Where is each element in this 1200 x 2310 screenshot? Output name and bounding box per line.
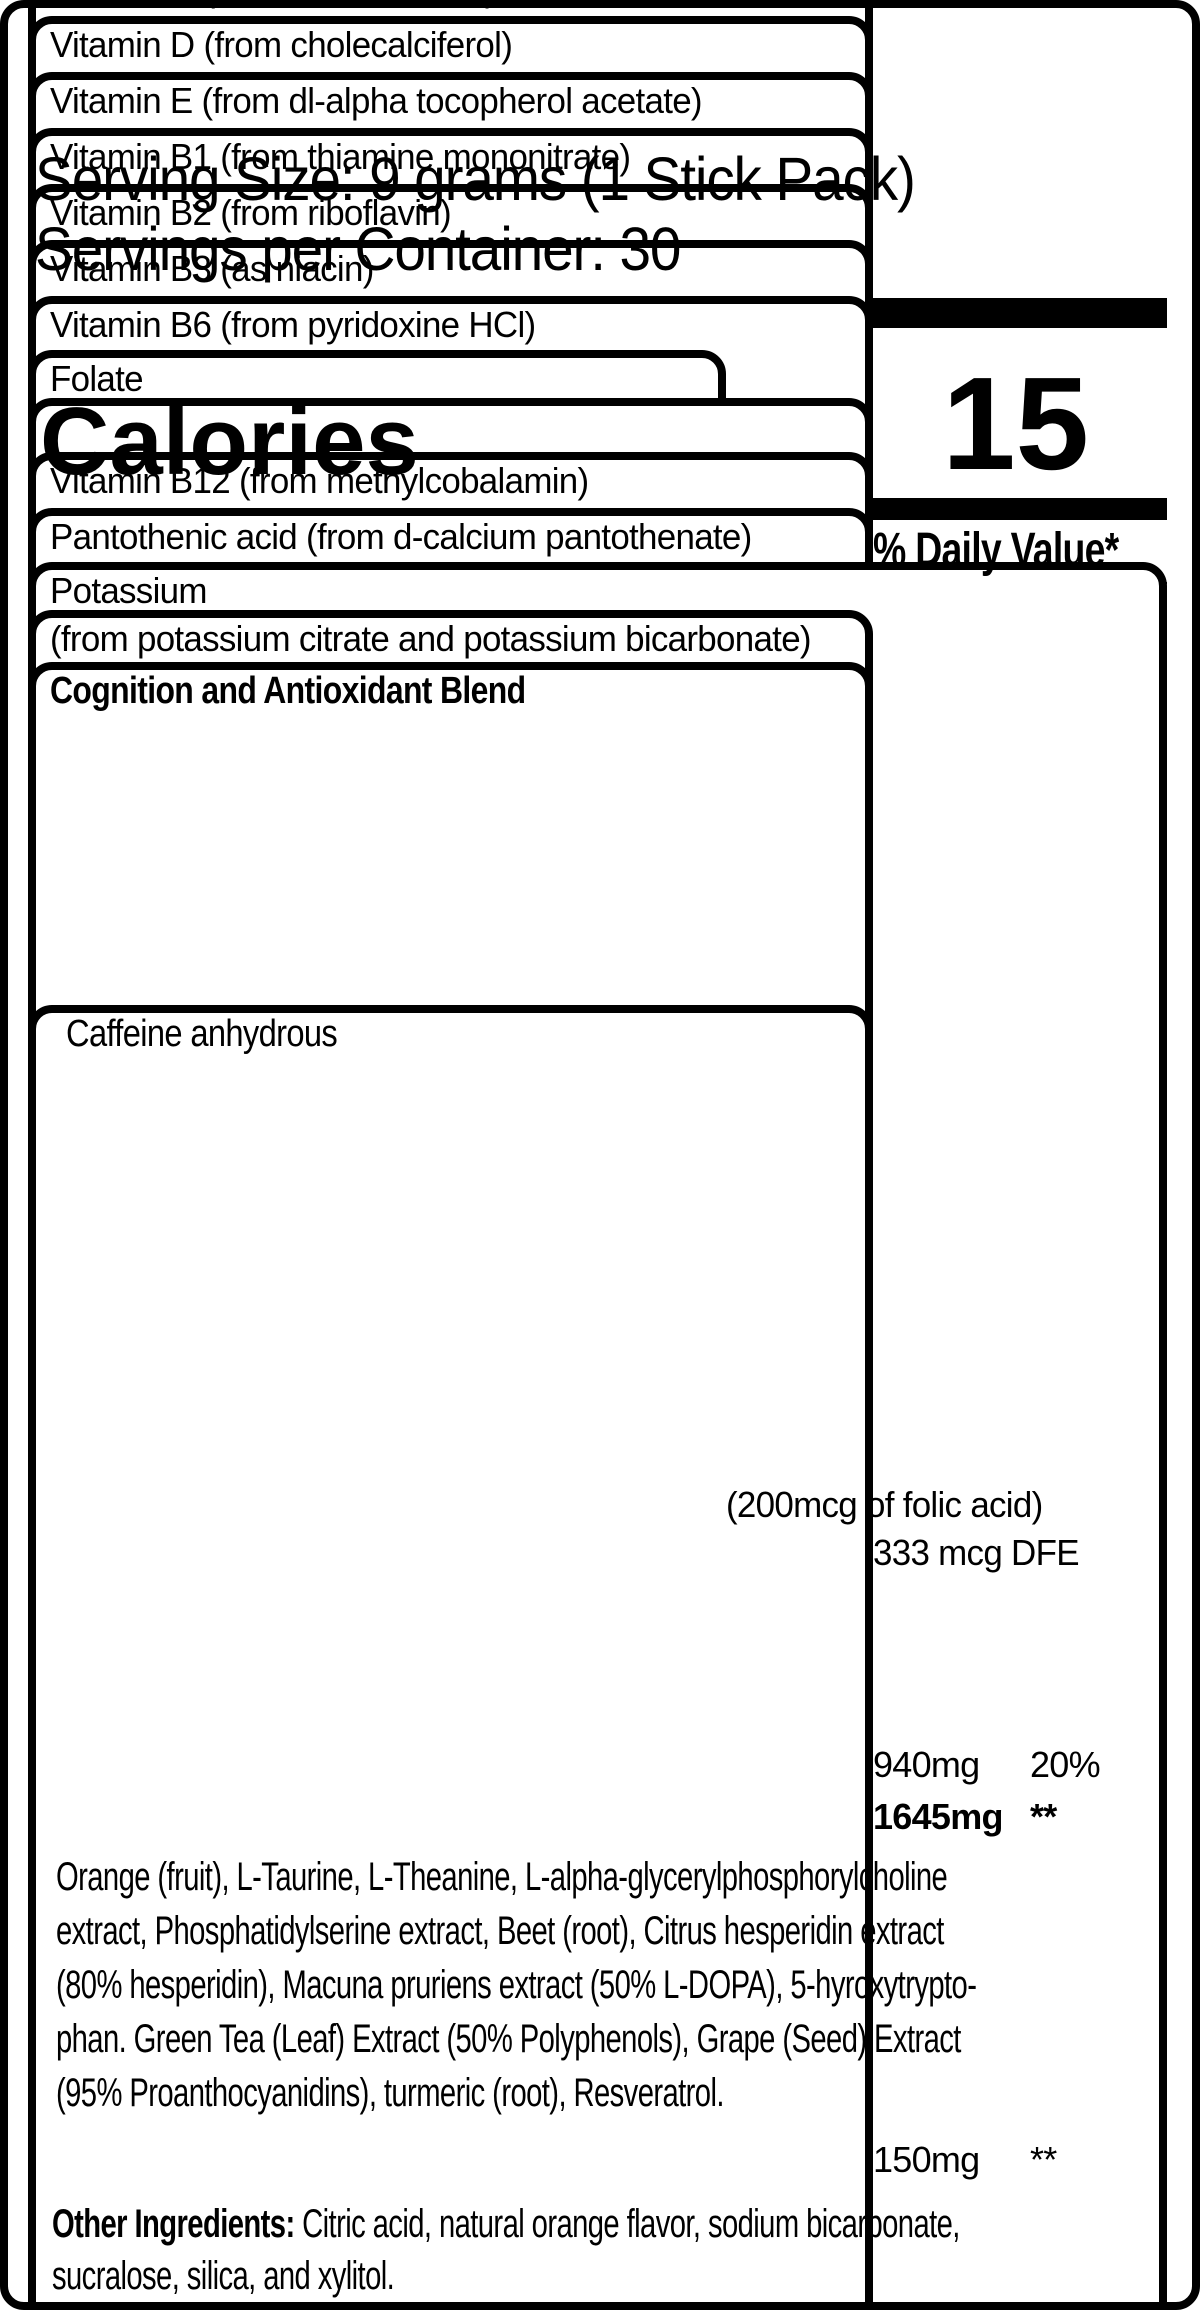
daily-value-header: % Daily Value* — [873, 524, 1119, 577]
nutrient-percent: 20% — [1030, 1744, 1101, 1785]
calories-row: Calories 15 — [40, 358, 1167, 490]
other-ingredients-line-1: Other Ingredients: Citric acid, natural … — [52, 2198, 1167, 2250]
serving-size: Serving Size: 9 grams (1 Stick Pack) — [35, 145, 916, 213]
label-content: Nutrition Facts Serving Size: 9 grams (1… — [8, 8, 1192, 2302]
folate-note: (200mcg of folic acid) — [725, 1484, 1043, 1525]
nutrient-label: Caffeine anhydrous — [28, 1005, 873, 2302]
blend-description-line: (95% Proanthocyanidins), turmeric (root)… — [56, 2071, 724, 2115]
calories-value: 15 — [942, 350, 1089, 497]
servings-per-container: Servings per Container: 30 — [35, 215, 681, 283]
nutrient-amount: 333 mcg DFE — [873, 1532, 1080, 1573]
caffeine-row: Caffeine anhydrous 150mg ** — [28, 1005, 1167, 2302]
blend-description-line: Orange (fruit), L-Taurine, L-Theanine, L… — [56, 1855, 948, 1899]
nutrient-amount: 940mg — [873, 1744, 980, 1785]
calories-label: Calories — [40, 388, 419, 495]
blend-description-line: (80% hesperidin), Macuna pruriens extrac… — [56, 1963, 977, 2007]
other-ingredients-line-2: sucralose, silica, and xylitol. — [52, 2254, 395, 2298]
other-ingredients-heading: Other Ingredients: — [52, 2202, 295, 2246]
nutrient-amount: 150mg — [873, 2139, 980, 2180]
blend-description-line: extract, Phosphatidylserine extract, Bee… — [56, 1909, 944, 1953]
nutrient-percent: ** — [1030, 2139, 1057, 2180]
other-ingredients: Other Ingredients: Citric acid, natural … — [28, 2190, 1167, 2302]
blend-description-line: phan. Green Tea (Leaf) Extract (50% Poly… — [56, 2017, 961, 2061]
blend-description: Orange (fruit), L-Taurine, L-Theanine, L… — [28, 1844, 1167, 2132]
blend-amount: 1645mg — [873, 1796, 1004, 1837]
blend-percent: ** — [1030, 1796, 1057, 1837]
other-ingredients-text: Citric acid, natural orange flavor, sodi… — [302, 2202, 960, 2246]
